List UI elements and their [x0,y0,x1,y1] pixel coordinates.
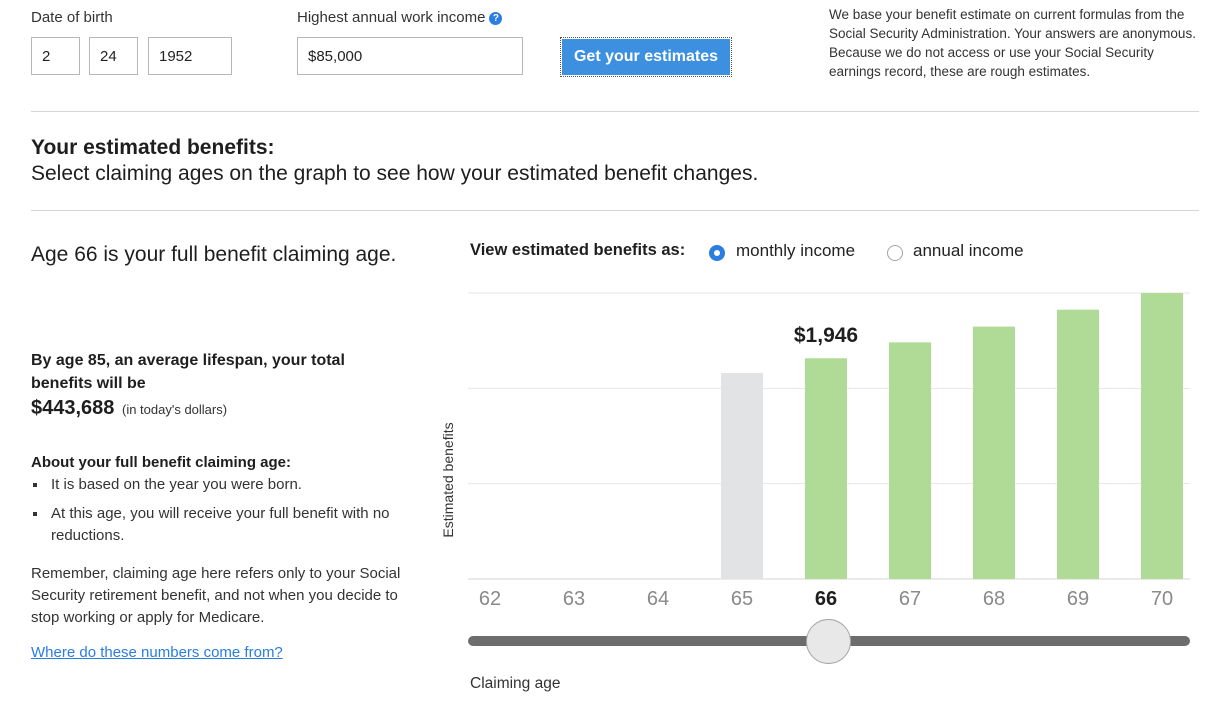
about-heading: About your full benefit claiming age: [31,454,292,471]
view-as-label: View estimated benefits as: [470,241,686,259]
income-label-text: Highest annual work income [297,9,486,26]
bar-age-67[interactable] [889,342,931,579]
list-item: At this age, you will receive your full … [31,503,391,547]
total-benefits-value: $443,688 [31,397,115,419]
total-benefits: $443,688 (in today's dollars) [31,397,227,420]
tick-label-64[interactable]: 64 [647,588,669,610]
y-axis-label: Estimated benefits [440,422,456,537]
selected-benefit-label: $1,946 [794,324,858,347]
bar-age-68[interactable] [973,326,1015,579]
disclaimer-text: We base your benefit estimate on current… [829,7,1196,79]
results-heading: Your estimated benefits: [31,136,275,159]
question-circle-icon[interactable]: ? [489,12,503,25]
tick-label-69[interactable]: 69 [1067,588,1089,610]
chart-data-labels: $1,946 [794,324,858,347]
income-input[interactable]: $85,000 [297,37,523,75]
total-benefits-note: (in today's dollars) [121,402,228,417]
bar-age-70[interactable] [1141,293,1183,579]
y-axis-label-text: Estimated benefits [440,422,456,537]
numbers-source-link[interactable]: Where do these numbers come from? [31,644,283,661]
tick-label-65[interactable]: 65 [731,588,753,610]
dob-label: Date of birth [31,9,113,26]
divider [31,210,1199,211]
annual-label[interactable]: annual income [913,241,1024,260]
annual-radio[interactable] [887,245,903,261]
about-list: It is based on the year you were born. A… [31,474,391,554]
full-age-text: Age 66 is your full benefit claiming age… [31,243,397,266]
remember-text: Remember, claiming age here refers only … [31,565,401,626]
bar-age-66[interactable] [805,358,847,579]
tick-label-62[interactable]: 62 [479,588,501,610]
chart-ticks: 62 63 64 65 66 67 68 69 70 [479,588,1173,610]
tick-label-66[interactable]: 66 [815,588,837,610]
results-subheading: Select claiming ages on the graph to see… [31,162,759,185]
tick-label-70[interactable]: 70 [1151,588,1173,610]
get-estimates-button[interactable]: Get your estimates [560,37,732,77]
divider [31,111,1199,112]
monthly-label[interactable]: monthly income [736,241,856,260]
tick-label-67[interactable]: 67 [899,588,921,610]
list-item: It is based on the year you were born. [31,474,391,496]
bar-age-69[interactable] [1057,309,1099,579]
chart-bars [721,293,1183,579]
bar-age-65[interactable] [721,372,763,579]
x-axis-title: Claiming age [470,675,561,692]
dob-month-input[interactable]: 2 [31,37,80,75]
benefits-chart: 62 63 64 65 66 67 68 69 70 $1,946 [468,292,1190,610]
monthly-radio[interactable] [709,245,725,261]
income-label: Highest annual work income? [297,9,503,26]
tick-label-68[interactable]: 68 [983,588,1005,610]
tick-label-63[interactable]: 63 [563,588,585,610]
dob-day-input[interactable]: 24 [89,37,138,75]
slider-handle[interactable] [806,619,851,664]
total-benefits-lead: By age 85, an average lifespan, your tot… [31,352,345,392]
dob-year-input[interactable]: 1952 [148,37,232,75]
